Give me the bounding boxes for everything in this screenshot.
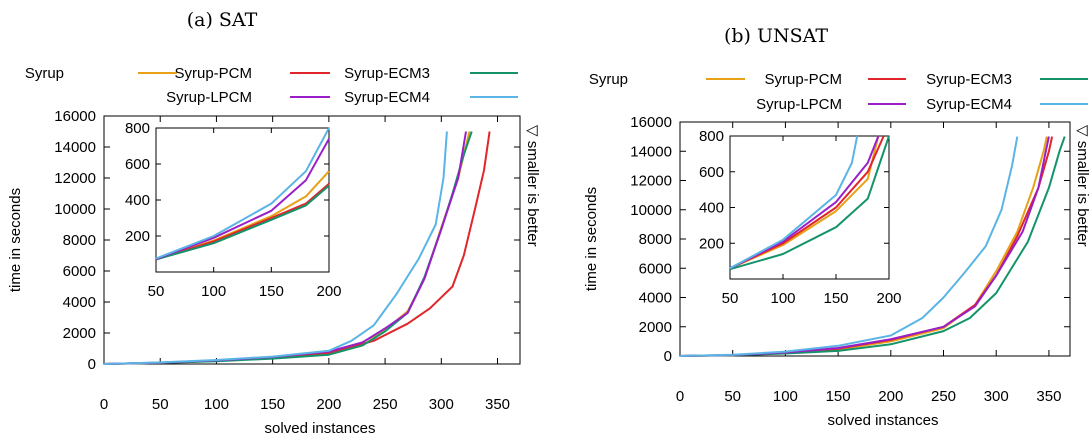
- annotation-smaller-is-better: ▽ smaller is better: [1074, 125, 1091, 247]
- y-tick-label: 0: [88, 356, 96, 373]
- x-tick-label: 250: [931, 388, 956, 405]
- y-tick-label: 14000: [630, 143, 672, 160]
- y-tick-label: 16000: [54, 108, 96, 125]
- chart-panel-1: (b) UNSAT 0 50 100 150 200 250 300 350 0 2000 4000 6…: [583, 25, 1091, 429]
- y-tick-label: 2000: [63, 325, 96, 342]
- x-tick-label: 200: [316, 396, 341, 413]
- inset-x-tick-label: 100: [201, 283, 226, 300]
- inset-series-line-syrup-ecm3: [729, 135, 890, 271]
- inset-y-tick-label: 600: [699, 164, 724, 181]
- inset-y-tick-label: 600: [125, 156, 150, 173]
- x-tick-label: 300: [984, 388, 1009, 405]
- chart-panel-0: (a) SAT 0 50 100 150 200 250 300 350 0 2000 4000 600…: [7, 9, 541, 437]
- inset-y-tick-label: 800: [699, 128, 724, 145]
- inset-series-line-syrup-ecm4: [155, 127, 330, 260]
- x-tick-label: 300: [429, 396, 454, 413]
- y-axis-label: time in seconds: [7, 188, 24, 292]
- legend-label: Syrup-PCM: [174, 65, 252, 82]
- legend-label: Syrup-ECM3: [926, 71, 1012, 88]
- y-tick-label: 14000: [54, 139, 96, 156]
- legend-label: Syrup-ECM4: [344, 89, 430, 106]
- legend-label: Syrup-ECM4: [926, 96, 1012, 113]
- inset-series-line-syrup-lpcm: [155, 138, 330, 260]
- legend-label: Syrup: [25, 65, 64, 82]
- inset-y-tick-label: 200: [699, 235, 724, 252]
- x-tick-label: 100: [773, 388, 798, 405]
- x-tick-label: 250: [373, 396, 398, 413]
- x-tick-label: 50: [724, 388, 741, 405]
- legend-label: Syrup-LPCM: [756, 96, 842, 113]
- x-tick-label: 150: [826, 388, 851, 405]
- inset-x-tick-label: 50: [148, 283, 165, 300]
- y-tick-label: 0: [664, 348, 672, 365]
- inset-series-line-syrup-pcm: [155, 183, 330, 261]
- inset-x-tick-label: 150: [259, 283, 284, 300]
- chart-caption: (a) SAT: [187, 9, 258, 31]
- legend-label: Syrup-ECM3: [344, 65, 430, 82]
- x-tick-label: 50: [152, 396, 169, 413]
- inset-x-tick-label: 200: [876, 290, 901, 307]
- annotation-smaller-is-better: ▽ smaller is better: [524, 125, 541, 247]
- y-tick-label: 2000: [639, 319, 672, 336]
- y-tick-label: 16000: [630, 114, 672, 131]
- y-tick-label: 6000: [63, 263, 96, 280]
- inset-y-tick-label: 400: [125, 192, 150, 209]
- legend-label: Syrup-PCM: [764, 71, 842, 88]
- chart-caption: (b) UNSAT: [724, 25, 828, 47]
- inset-panel: 50 100 150 200 200 400 600 800: [699, 128, 902, 307]
- inset-y-tick-label: 800: [125, 120, 150, 137]
- x-tick-label: 100: [204, 396, 229, 413]
- y-axis-label: time in seconds: [583, 187, 600, 291]
- inset-y-tick-label: 200: [125, 228, 150, 245]
- x-tick-label: 150: [260, 396, 285, 413]
- y-tick-label: 8000: [63, 232, 96, 249]
- y-tick-label: 4000: [63, 294, 96, 311]
- y-tick-label: 4000: [639, 290, 672, 307]
- y-tick-label: 10000: [54, 201, 96, 218]
- x-tick-label: 0: [100, 396, 108, 413]
- inset-x-tick-label: 100: [770, 290, 795, 307]
- y-tick-label: 12000: [630, 173, 672, 190]
- inset-series-line-syrup-ecm3: [155, 184, 330, 261]
- x-tick-label: 200: [878, 388, 903, 405]
- inset-x-tick-label: 200: [316, 283, 341, 300]
- series-line-syrup-ecm4: [679, 136, 1019, 357]
- y-tick-label: 12000: [54, 170, 96, 187]
- inset-y-tick-label: 400: [699, 200, 724, 217]
- inset-series-line-syrup-lpcm: [729, 135, 880, 270]
- x-axis-label: solved instances: [828, 412, 939, 429]
- x-tick-label: 350: [485, 396, 510, 413]
- inset-series-line-syrup-ecm4: [729, 135, 859, 270]
- y-tick-label: 8000: [639, 231, 672, 248]
- legend-label: Syrup: [589, 71, 628, 88]
- y-tick-label: 6000: [639, 260, 672, 277]
- y-tick-label: 10000: [630, 202, 672, 219]
- inset-panel: 50 100 150 200 200 400 600 800: [125, 120, 342, 300]
- x-tick-label: 350: [1036, 388, 1061, 405]
- legend-label: Syrup-LPCM: [166, 89, 252, 106]
- inset-x-tick-label: 150: [823, 290, 848, 307]
- inset-x-tick-label: 50: [722, 290, 739, 307]
- x-axis-label: solved instances: [265, 420, 376, 437]
- x-tick-label: 0: [676, 388, 684, 405]
- series-line-syrup-ecm4: [103, 131, 448, 365]
- inset-series-line-syrup-pcm: [729, 135, 885, 270]
